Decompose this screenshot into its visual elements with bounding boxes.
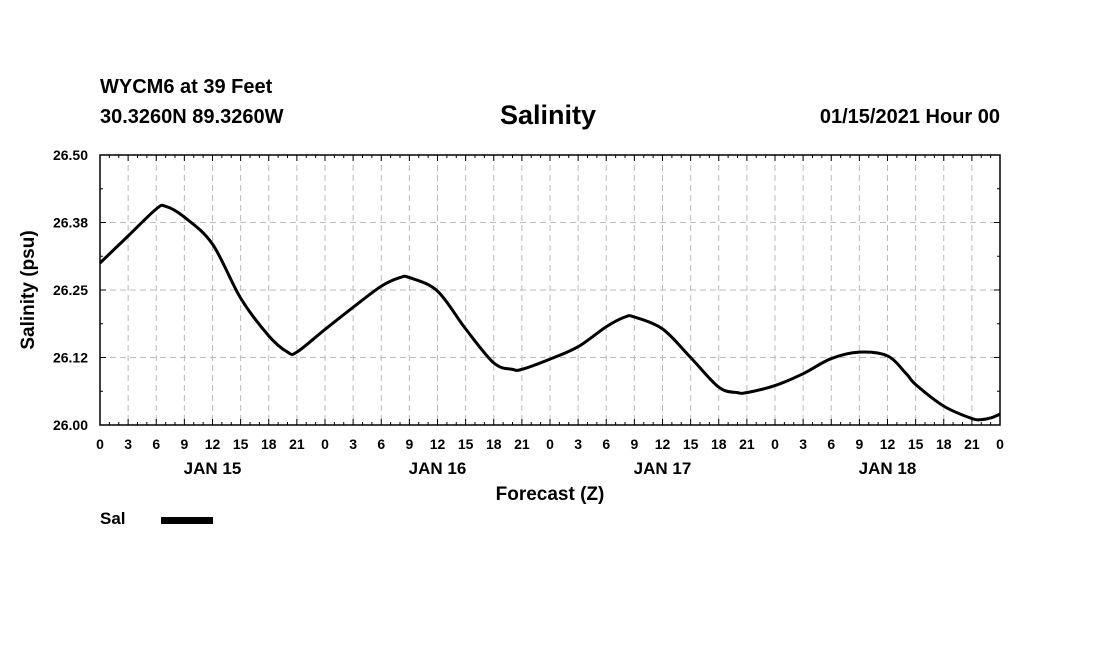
day-label: JAN 16 (409, 459, 467, 478)
x-tick-label: 6 (602, 436, 610, 452)
x-tick-label: 3 (349, 436, 357, 452)
y-tick-label: 26.12 (53, 350, 88, 366)
station-name: WYCM6 at 39 Feet (100, 76, 273, 98)
x-tick-label: 0 (996, 436, 1004, 452)
x-tick-label: 9 (180, 436, 188, 452)
x-tick-label: 6 (152, 436, 160, 452)
x-tick-label: 15 (683, 436, 699, 452)
x-tick-label: 0 (321, 436, 329, 452)
x-tick-label: 12 (430, 436, 446, 452)
x-axis-title: Forecast (Z) (496, 484, 605, 505)
x-tick-label: 18 (936, 436, 952, 452)
x-tick-label: 9 (855, 436, 863, 452)
x-tick-label: 9 (630, 436, 638, 452)
x-tick-label: 18 (711, 436, 727, 452)
y-tick-label: 26.00 (53, 417, 88, 433)
x-tick-label: 12 (655, 436, 671, 452)
x-tick-label: 0 (771, 436, 779, 452)
legend-label: Sal (100, 509, 126, 528)
x-tick-label: 0 (96, 436, 104, 452)
day-label: JAN 17 (634, 459, 692, 478)
salinity-series-line (98, 203, 1001, 422)
day-label: JAN 15 (184, 459, 242, 478)
x-tick-label: 21 (964, 436, 980, 452)
x-tick-label: 6 (377, 436, 385, 452)
day-label: JAN 18 (859, 459, 917, 478)
x-tick-label: 3 (574, 436, 582, 452)
y-tick-label: 26.50 (53, 147, 88, 163)
x-tick-label: 21 (289, 436, 305, 452)
chart-title: Salinity (500, 100, 597, 130)
x-tick-label: 21 (514, 436, 530, 452)
y-axis-title: Salinity (psu) (18, 230, 39, 349)
x-tick-label: 3 (124, 436, 132, 452)
x-tick-label: 18 (486, 436, 502, 452)
y-tick-label: 26.25 (53, 282, 88, 298)
y-tick-label: 26.38 (53, 215, 88, 231)
station-coordinates: 30.3260N 89.3260W (100, 106, 284, 128)
x-tick-label: 15 (233, 436, 249, 452)
x-tick-label: 6 (827, 436, 835, 452)
legend-line-swatch (161, 517, 213, 524)
x-tick-label: 3 (799, 436, 807, 452)
x-tick-label: 15 (458, 436, 474, 452)
x-tick-label: 12 (880, 436, 896, 452)
x-tick-label: 9 (405, 436, 413, 452)
x-tick-label: 18 (261, 436, 277, 452)
x-tick-label: 15 (908, 436, 924, 452)
forecast-timestamp: 01/15/2021 Hour 00 (819, 106, 1000, 128)
x-tick-label: 12 (205, 436, 221, 452)
x-tick-label: 0 (546, 436, 554, 452)
x-tick-label: 21 (739, 436, 755, 452)
